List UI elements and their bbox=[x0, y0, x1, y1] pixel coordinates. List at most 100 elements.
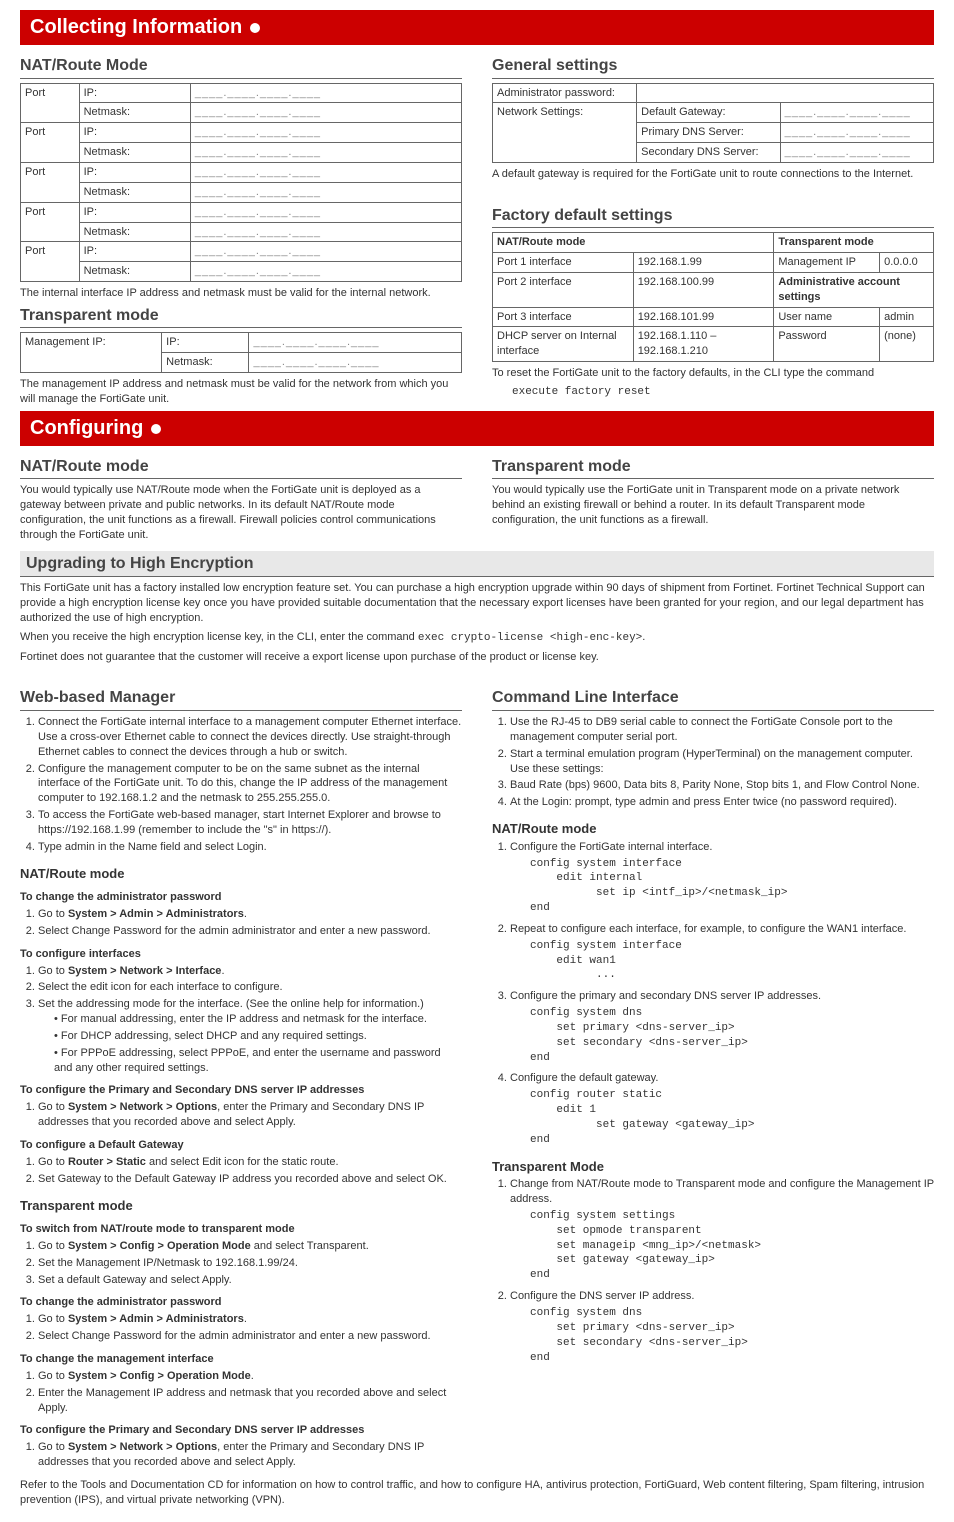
factory-table: NAT/Route mode Transparent mode Port 1 i… bbox=[492, 232, 934, 362]
p1v: 192.168.1.99 bbox=[633, 253, 774, 273]
general-table: Administrator password: Network Settings… bbox=[492, 83, 934, 163]
factory-heading: Factory default settings bbox=[492, 205, 934, 229]
cli-t1-code: config system settings set opmode transp… bbox=[530, 1209, 934, 1283]
upgrade-p3: Fortinet does not guarantee that the cus… bbox=[20, 650, 934, 665]
p3v: 192.168.101.99 bbox=[633, 307, 774, 327]
port-label: Port bbox=[21, 162, 80, 202]
cli-c4-code: config router static edit 1 set gateway … bbox=[530, 1088, 934, 1147]
mask-label: Netmask: bbox=[79, 143, 190, 163]
gw-label: Default Gateway: bbox=[637, 103, 780, 123]
config-trans-body: You would typically use the FortiGate un… bbox=[492, 483, 934, 528]
config-trans-heading: Transparent mode bbox=[492, 456, 934, 480]
mgmt-ip-label: Management IP: bbox=[21, 333, 162, 373]
cli-c1-code: config system interface edit internal se… bbox=[530, 857, 934, 916]
upgrade-cmd: exec crypto-license <high-enc-key> bbox=[418, 632, 642, 644]
tm-note: The management IP address and netmask mu… bbox=[20, 377, 462, 407]
web-h-admin: To change the administrator password bbox=[20, 890, 462, 905]
reset-cmd: execute factory reset bbox=[512, 385, 934, 400]
reset-note: To reset the FortiGate unit to the facto… bbox=[492, 366, 934, 381]
nat-note: The internal interface IP address and ne… bbox=[20, 286, 462, 301]
pw: Password bbox=[774, 327, 880, 362]
transparent-heading-left: Transparent mode bbox=[20, 305, 462, 329]
ip-label: IP: bbox=[79, 83, 190, 103]
factory-trans-header: Transparent mode bbox=[774, 233, 934, 253]
banner-collecting: Collecting Information bbox=[20, 10, 934, 45]
admin-acct: Administrative account settings bbox=[774, 272, 934, 307]
general-heading: General settings bbox=[492, 55, 934, 79]
web-dns2-steps: Go to System > Network > Options, enter … bbox=[38, 1440, 462, 1470]
cli-t2-code: config system dns set primary <dns-serve… bbox=[530, 1306, 934, 1365]
upgrade-p1: This FortiGate unit has a factory instal… bbox=[20, 581, 934, 626]
tm-mask-label: Netmask: bbox=[162, 353, 249, 373]
web-steps: Connect the FortiGate internal interface… bbox=[38, 715, 462, 855]
cli-c3-code: config system dns set primary <dns-serve… bbox=[530, 1006, 934, 1065]
upgrade-heading: Upgrading to High Encryption bbox=[20, 551, 934, 578]
web-sw-steps: Go to System > Config > Operation Mode a… bbox=[38, 1239, 462, 1288]
user-v: admin bbox=[880, 307, 934, 327]
web-h-dns: To configure the Primary and Secondary D… bbox=[20, 1083, 462, 1098]
ip-val: ____.____.____.____ bbox=[190, 123, 461, 143]
cli-trans-heading: Transparent Mode bbox=[492, 1158, 934, 1176]
nat-ports-table: PortIP:____.____.____.____Netmask:____._… bbox=[20, 83, 462, 282]
dhcp: DHCP server on Internal interface bbox=[493, 327, 634, 362]
web-admin2-steps: Go to System > Admin > Administrators. S… bbox=[38, 1312, 462, 1344]
cli-heading: Command Line Interface bbox=[492, 687, 934, 711]
web-h-mgmt: To change the management interface bbox=[20, 1352, 462, 1367]
cli-steps: Use the RJ-45 to DB9 serial cable to con… bbox=[510, 715, 934, 810]
mask-val: ____.____.____.____ bbox=[190, 182, 461, 202]
gw-val: ____.____.____.____ bbox=[780, 103, 933, 123]
admin-pw-label: Administrator password: bbox=[493, 83, 637, 103]
web-h-sw: To switch from NAT/route mode to transpa… bbox=[20, 1222, 462, 1237]
port-label: Port bbox=[21, 202, 80, 242]
footer: Refer to the Tools and Documentation CD … bbox=[20, 1478, 934, 1508]
ip-label: IP: bbox=[79, 242, 190, 262]
mgmt-ip: Management IP bbox=[774, 253, 880, 273]
port-label: Port bbox=[21, 123, 80, 163]
web-h-gw: To configure a Default Gateway bbox=[20, 1138, 462, 1153]
cli-nat-steps: Configure the FortiGate internal interfa… bbox=[510, 840, 934, 1148]
mask-label: Netmask: bbox=[79, 182, 190, 202]
sec-dns-label: Secondary DNS Server: bbox=[637, 143, 780, 163]
web-gw-steps: Go to Router > Static and select Edit ic… bbox=[38, 1155, 462, 1187]
cli-trans-steps: Change from NAT/Route mode to Transparen… bbox=[510, 1177, 934, 1365]
web-h-dns2: To configure the Primary and Secondary D… bbox=[20, 1423, 462, 1438]
ip-label: IP: bbox=[79, 162, 190, 182]
p1: Port 1 interface bbox=[493, 253, 634, 273]
cli-nat-heading: NAT/Route mode bbox=[492, 820, 934, 838]
pw-v: (none) bbox=[880, 327, 934, 362]
mask-val: ____.____.____.____ bbox=[190, 262, 461, 282]
port-label: Port bbox=[21, 242, 80, 282]
mask-val: ____.____.____.____ bbox=[190, 103, 461, 123]
nat-route-mode-heading: NAT/Route Mode bbox=[20, 55, 462, 79]
web-heading: Web-based Manager bbox=[20, 687, 462, 711]
ip-val: ____.____.____.____ bbox=[190, 83, 461, 103]
p2v: 192.168.100.99 bbox=[633, 272, 774, 307]
ip-val: ____.____.____.____ bbox=[190, 242, 461, 262]
cli-c2-code: config system interface edit wan1 ... bbox=[530, 939, 934, 984]
general-note: A default gateway is required for the Fo… bbox=[492, 167, 934, 182]
web-h-if: To configure interfaces bbox=[20, 947, 462, 962]
pri-dns-val: ____.____.____.____ bbox=[780, 123, 933, 143]
mgmt-v: 0.0.0.0 bbox=[880, 253, 934, 273]
web-dns-steps: Go to System > Network > Options, enter … bbox=[38, 1100, 462, 1130]
ip-label: IP: bbox=[79, 202, 190, 222]
web-admin-steps: Go to System > Admin > Administrators. S… bbox=[38, 907, 462, 939]
mask-val: ____.____.____.____ bbox=[190, 143, 461, 163]
p2: Port 2 interface bbox=[493, 272, 634, 307]
mask-label: Netmask: bbox=[79, 262, 190, 282]
banner-configuring: Configuring bbox=[20, 411, 934, 446]
config-nat-heading: NAT/Route mode bbox=[20, 456, 462, 480]
ip-val: ____.____.____.____ bbox=[190, 162, 461, 182]
port-label: Port bbox=[21, 83, 80, 123]
tm-ip-label: IP: bbox=[162, 333, 249, 353]
transparent-table: Management IP: IP: ____.____.____.____ N… bbox=[20, 332, 462, 373]
user: User name bbox=[774, 307, 880, 327]
mask-label: Netmask: bbox=[79, 222, 190, 242]
tm-mask-val: ____.____.____.____ bbox=[249, 353, 462, 373]
upgrade-p2: When you receive the high encryption lic… bbox=[20, 630, 934, 646]
config-nat-body: You would typically use NAT/Route mode w… bbox=[20, 483, 462, 542]
web-if-steps: Go to System > Network > Interface. Sele… bbox=[38, 964, 462, 1076]
factory-nat-header: NAT/Route mode bbox=[493, 233, 774, 253]
mask-val: ____.____.____.____ bbox=[190, 222, 461, 242]
dhcp-v: 192.168.1.110 – 192.168.1.210 bbox=[633, 327, 774, 362]
